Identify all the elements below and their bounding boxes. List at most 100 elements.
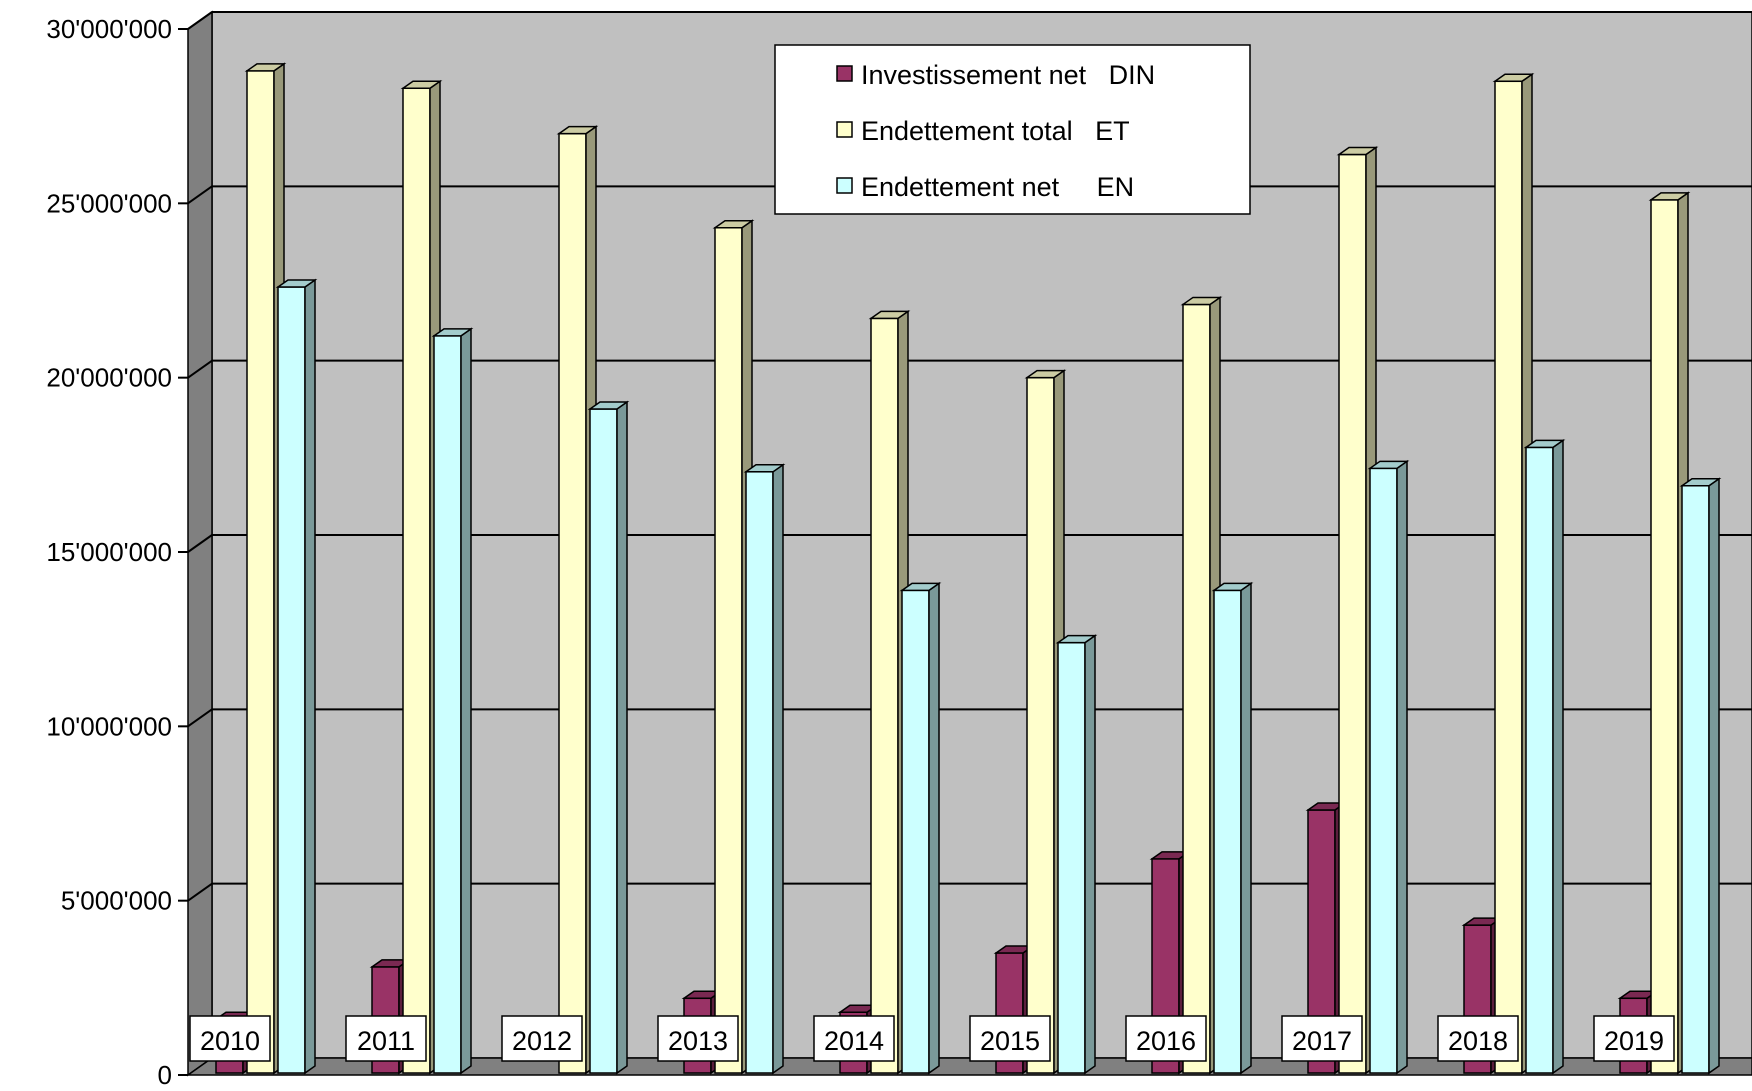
gridline-side [187,708,213,728]
bar-front [1369,467,1398,1074]
bar-top [868,310,911,320]
bar-top [244,63,287,72]
bar-side [1084,634,1096,1075]
category-label: 2019 [1593,1015,1675,1062]
y-tick-label: 20'000'000 [46,363,172,393]
category-label: 2016 [1125,1015,1207,1062]
bar [431,327,474,1075]
bar [743,463,786,1075]
bar [1367,459,1410,1075]
gridline-side [187,534,213,553]
category-label-box [1593,1015,1675,1062]
category-label-text: 2015 [980,1026,1040,1056]
category-label-box [969,1015,1051,1062]
bar-front [901,589,930,1074]
bar [1523,438,1566,1075]
legend-label: Investissement net DIN [861,60,1155,90]
bar-top [587,401,630,410]
bar-front [714,226,743,1074]
category-label: 2012 [501,1015,583,1062]
bar-top [1336,146,1379,156]
bar-top [556,125,599,135]
bar-top [1055,634,1098,644]
bar-front [277,286,306,1074]
bar-front [1026,376,1055,1074]
category-label-text: 2012 [512,1026,572,1056]
y-tick-label: 5'000'000 [61,886,172,916]
y-tick-label: 15'000'000 [46,537,172,567]
bar-side [1552,438,1564,1075]
bar-front [1650,199,1679,1074]
bar-top [275,279,318,288]
category-label-box [1125,1015,1207,1062]
bar-top [1492,73,1535,83]
bar-top [1180,296,1223,306]
legend-swatch [836,177,853,194]
bar [1211,581,1254,1075]
category-label: 2018 [1437,1015,1519,1062]
bar-top [431,328,474,337]
category-label-box [189,1015,271,1062]
bar-front [1338,153,1367,1074]
category-label: 2010 [189,1015,271,1062]
category-label-text: 2018 [1448,1026,1508,1056]
category-label-text: 2011 [357,1026,415,1056]
bar-front [1525,446,1554,1074]
legend-box [774,44,1251,215]
bar-front [1681,485,1710,1074]
gridline-side [187,882,213,902]
category-label-text: 2019 [1604,1026,1664,1056]
legend: Investissement net DIN Endettement total … [774,44,1251,215]
bar-top [1679,478,1722,487]
bar [1679,477,1722,1075]
bar-front [558,132,587,1074]
gridline-side [187,185,213,205]
bar [275,278,318,1075]
category-label-text: 2013 [668,1026,728,1056]
bar-top [1648,192,1691,201]
category-label-box [501,1015,583,1062]
bar-side [616,400,628,1075]
category-label-box [813,1015,895,1062]
bar-side [1396,459,1408,1075]
bar-top [1367,460,1410,470]
category-label: 2017 [1281,1015,1363,1062]
bar-top [1211,582,1254,592]
gridline-side [187,11,213,30]
category-label-text: 2014 [824,1026,884,1056]
category-label-text: 2016 [1136,1026,1196,1056]
category-label-box [345,1015,427,1062]
bar-front [402,87,431,1074]
y-tick-label: 25'000'000 [46,188,172,218]
bar-top [743,464,786,473]
category-label-text: 2010 [200,1026,260,1056]
bar [1055,634,1098,1075]
legend-label: Endettement total ET [861,116,1130,146]
category-label-box [657,1015,739,1062]
bar-top [712,219,755,229]
bar-front [1057,641,1086,1074]
legend-swatch [836,65,853,82]
legend-swatch [836,121,853,138]
bar-front [1494,80,1523,1074]
bar-side [1708,477,1720,1075]
bar-front [589,408,618,1074]
y-axis-ticks: 0 5'000'000 10'000'000 15'000'000 20'000'000… [46,14,188,1090]
gridline-side [187,359,213,379]
bar-side [928,581,940,1075]
bar [587,400,630,1075]
bar-front [246,70,275,1074]
bar [899,581,942,1075]
category-labels: 2010 2011 2012 2013 2014 2015 2016 2017 2018 2019 [189,1015,1675,1062]
category-label-text: 2017 [1292,1026,1352,1056]
category-label: 2014 [813,1015,895,1062]
bar-front [1213,589,1242,1074]
category-label-box [1281,1015,1363,1062]
legend-label: Endettement net EN [861,172,1134,202]
category-label: 2013 [657,1015,739,1062]
category-label: 2011 [345,1015,427,1062]
bar-top [899,582,942,592]
bar-side [460,327,472,1075]
